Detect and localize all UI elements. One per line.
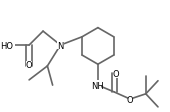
Bar: [93, 81, 101, 90]
Bar: [5, 41, 15, 50]
Bar: [128, 95, 133, 103]
Bar: [27, 61, 32, 68]
Bar: [57, 41, 64, 50]
Text: O: O: [113, 70, 119, 79]
Bar: [113, 71, 118, 78]
Text: O: O: [26, 60, 32, 69]
Text: N: N: [57, 41, 64, 50]
Text: HO: HO: [1, 41, 13, 50]
Text: NH: NH: [91, 81, 104, 90]
Text: O: O: [127, 95, 133, 104]
